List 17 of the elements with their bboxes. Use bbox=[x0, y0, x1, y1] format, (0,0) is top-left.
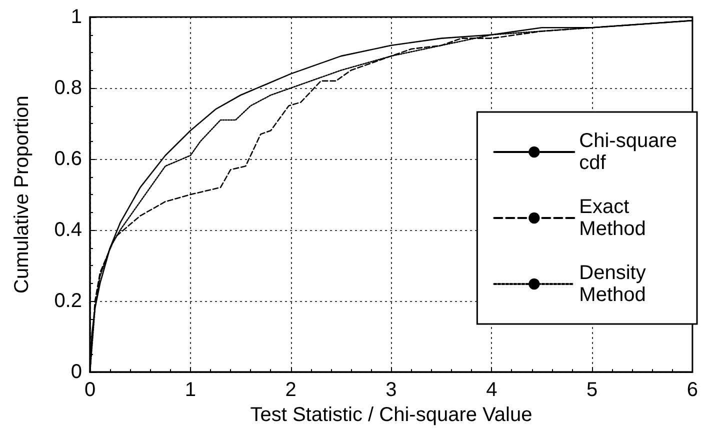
y-tick-label: 0.2 bbox=[54, 290, 82, 312]
x-tick-label: 2 bbox=[285, 379, 296, 402]
y-tick-label: 0.6 bbox=[54, 148, 82, 170]
legend-label: Exact Method bbox=[579, 196, 646, 240]
x-tick-label: 5 bbox=[586, 379, 598, 402]
x-axis-title: Test Statistic / Chi-square Value bbox=[250, 404, 532, 426]
legend-label: Density Method bbox=[579, 262, 646, 306]
y-tick-label: 0.4 bbox=[54, 219, 82, 242]
x-tick-label: 3 bbox=[386, 379, 397, 402]
x-tick-label: 1 bbox=[184, 379, 196, 402]
legend-label: Chi-square cdf bbox=[579, 130, 678, 174]
y-tick-label: 0 bbox=[70, 361, 82, 384]
x-tick-label: 4 bbox=[486, 379, 498, 402]
y-axis-title: Cumulative Proportion bbox=[11, 96, 33, 294]
y-tick-label: 0.8 bbox=[54, 77, 82, 100]
y-tick-label: 1 bbox=[70, 6, 82, 28]
x-tick-label: 6 bbox=[686, 379, 698, 402]
